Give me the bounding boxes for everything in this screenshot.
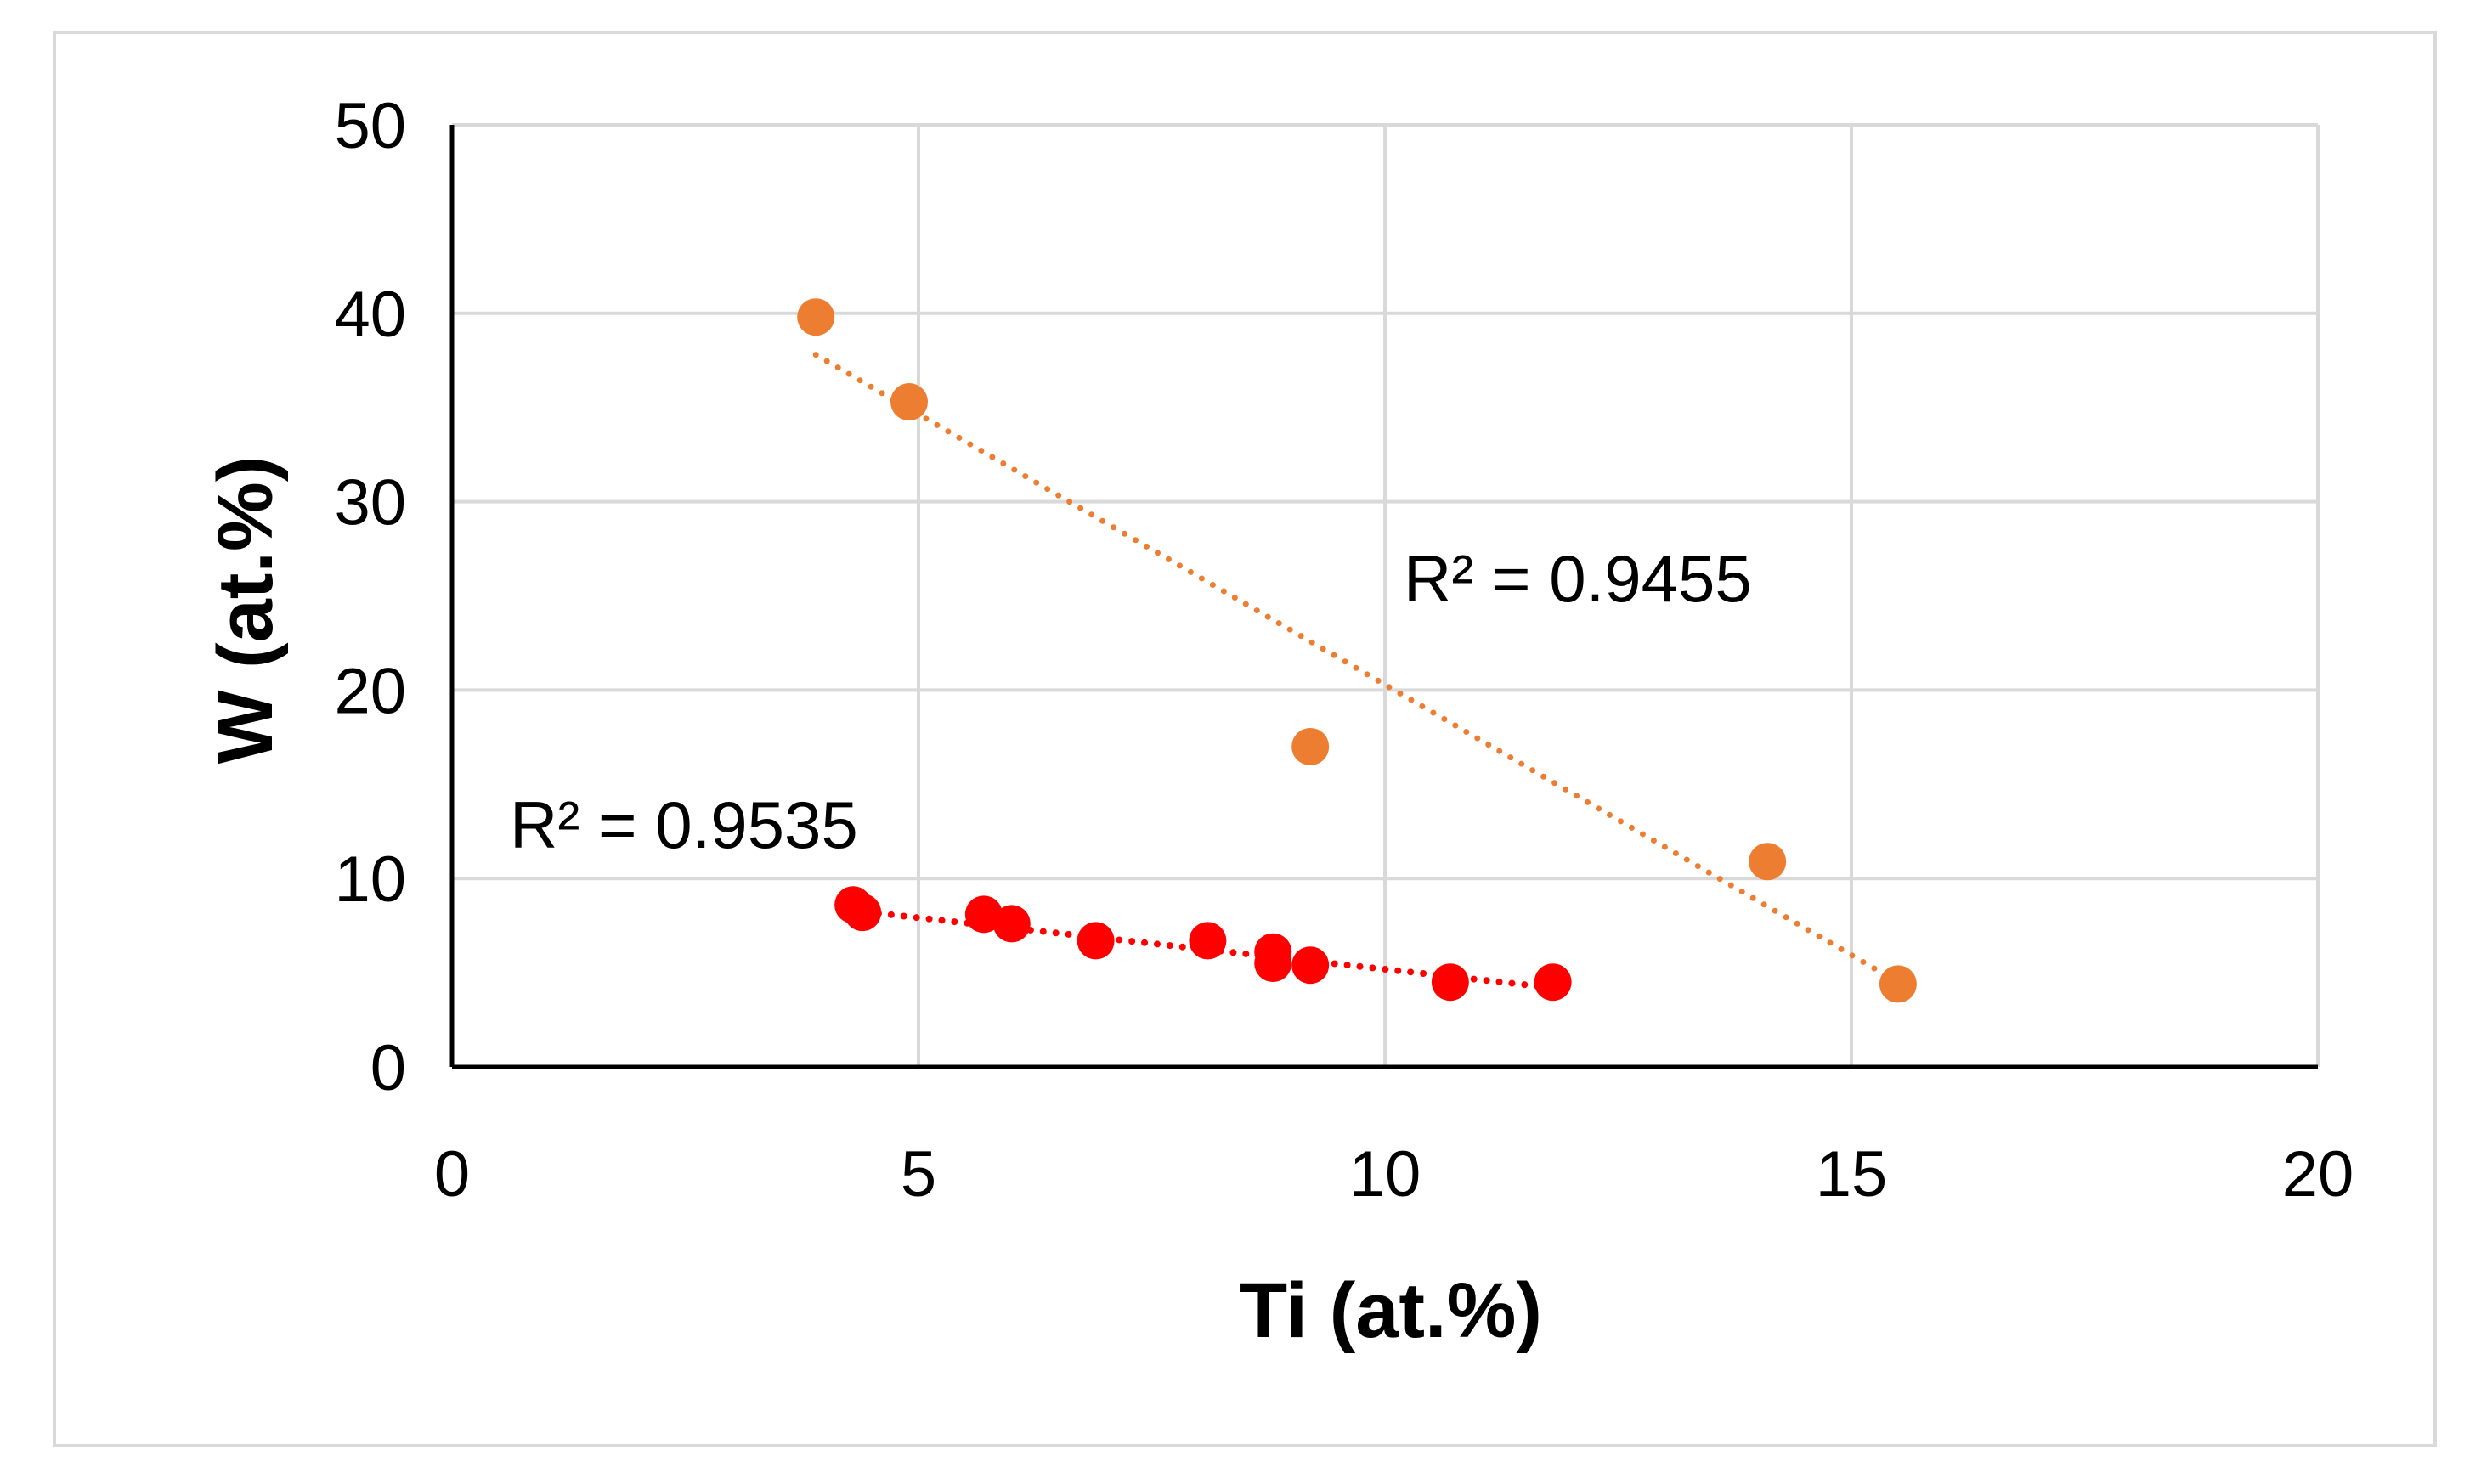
y-tick-label-10: 10 [334,844,406,916]
data-point-orange-3 [1749,843,1787,881]
x-tick-label-15: 15 [1816,1138,1888,1210]
data-point-red-10 [1534,963,1572,1002]
data-point-orange-0 [797,298,835,336]
y-tick-label-50: 50 [334,90,406,162]
x-tick-label-0: 0 [434,1138,470,1210]
x-tick-label-20: 20 [2282,1138,2354,1210]
data-point-red-8 [1291,946,1330,985]
y-axis-title: W (at.%) [202,456,289,765]
data-point-orange-4 [1879,965,1917,1003]
x-tick-label-10: 10 [1349,1138,1421,1210]
data-point-orange-2 [1291,727,1330,765]
x-axis-title: Ti (at.%) [1240,1267,1542,1354]
axes [449,125,2318,1069]
y-tick-label-0: 0 [370,1032,406,1104]
tick-labels: 0 5 10 15 20 0 10 20 30 40 50 [334,90,2354,1210]
data-points [797,298,1917,1003]
y-tick-label-40: 40 [334,279,406,351]
scatter-chart: 0 5 10 15 20 0 10 20 30 40 50 R² = 0.9455 R² = 0.9… [202,90,2354,1354]
data-point-red-5 [1189,922,1227,960]
chart-frame: 0 5 10 15 20 0 10 20 30 40 50 R² = 0.9455 R² = 0.9… [53,31,2437,1447]
r2-label-red: R² = 0.9535 [510,787,858,862]
data-point-red-3 [992,905,1031,943]
y-tick-label-30: 30 [334,467,406,539]
r2-label-orange: R² = 0.9455 [1404,541,1752,616]
data-point-red-7 [1254,945,1292,983]
data-point-red-4 [1077,922,1115,960]
data-point-red-1 [844,894,882,932]
data-point-red-9 [1431,963,1469,1002]
y-tick-label-20: 20 [334,655,406,727]
trendline-orange [812,352,1902,985]
x-tick-label-5: 5 [901,1138,936,1210]
trendlines [812,352,1902,991]
gridlines [452,123,2320,1067]
data-point-orange-1 [890,383,929,421]
annotations: R² = 0.9455 R² = 0.9535 [510,541,1752,862]
